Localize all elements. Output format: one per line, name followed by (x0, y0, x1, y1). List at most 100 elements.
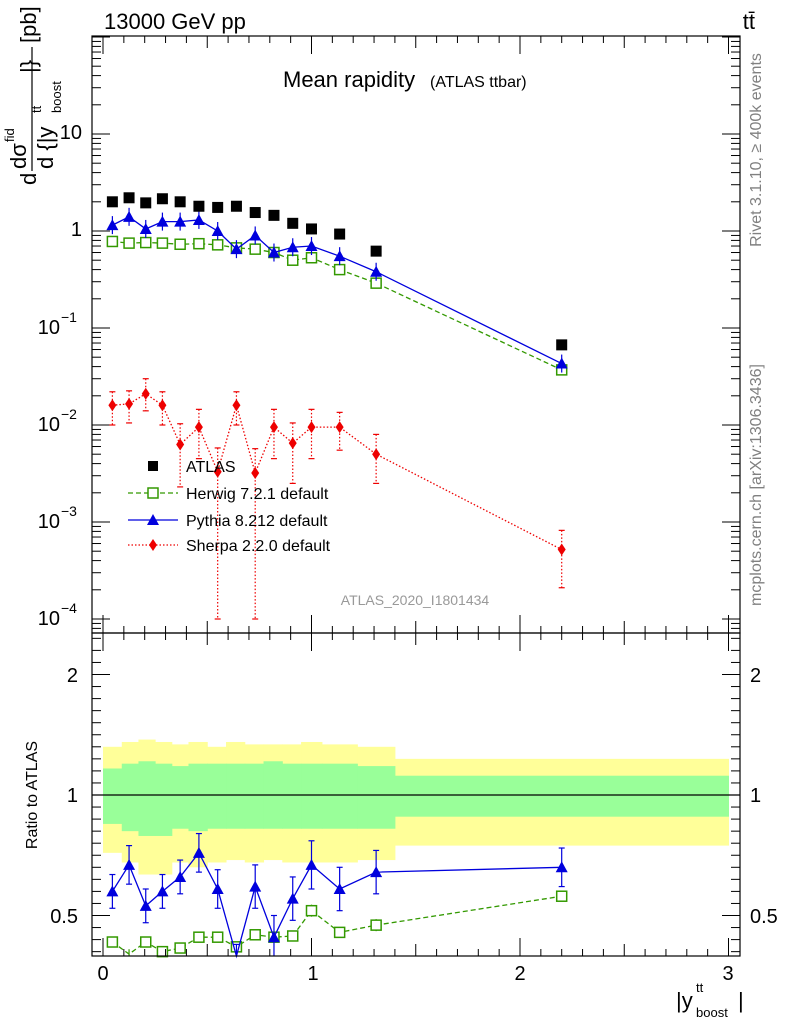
sherpa-point (557, 543, 566, 556)
ratio-ticks (92, 633, 740, 956)
legend-label-herwig: Herwig 7.2.1 default (186, 486, 329, 503)
herwig-point (106, 235, 119, 248)
atlas-data-point (268, 209, 280, 221)
pythia-ratio-point (286, 892, 299, 904)
legend-label-pythia: Pythia 8.212 default (186, 513, 328, 530)
ratio-ytick-1-right: 1 (750, 785, 761, 807)
main-x-ticks (102, 36, 729, 633)
legend-label-atlas: ATLAS (186, 459, 236, 476)
ytick-label-10: 10 (60, 122, 82, 144)
pythia-point (333, 250, 346, 262)
pythia-point (174, 215, 187, 227)
sherpa-point (141, 387, 150, 400)
xtick-label-2: 2 (514, 963, 525, 985)
svg-text:boost: boost (696, 1005, 728, 1020)
inner-band-segment (282, 763, 302, 829)
pythia-ratio-point (555, 861, 568, 873)
legend-marker-atlas (148, 461, 158, 471)
herwig-point (249, 243, 261, 255)
pythia-point (286, 241, 299, 253)
pythia-point (230, 243, 243, 255)
sherpa-point (288, 437, 297, 450)
pythia-ratio-point (174, 870, 187, 882)
inner-band-segment (155, 763, 173, 836)
pythia-ratio-point (249, 880, 262, 892)
pythia-ratio-point (106, 885, 119, 897)
herwig-ratio-point (333, 926, 346, 939)
legend-marker-sherpa (149, 539, 157, 551)
inner-band-segment (188, 763, 208, 832)
svg-text:boost: boost (49, 81, 64, 113)
source-label: mcplots.cern.ch [arXiv:1306.3436] (748, 364, 765, 606)
legend-marker-herwig (147, 487, 159, 499)
herwig-point (333, 263, 346, 276)
sherpa-point (372, 448, 381, 461)
ratio-ytick-0.5-right: 0.5 (750, 906, 778, 928)
inner-band-segment (226, 763, 246, 829)
sherpa-point (269, 421, 278, 434)
xtick-label-0: 0 (97, 963, 108, 985)
pythia-point (156, 215, 169, 227)
herwig-ratio-point (555, 890, 568, 902)
herwig-ratio-point (174, 942, 186, 954)
plot-subtitle: (ATLAS ttbar) (430, 74, 527, 91)
ytick-label-1e-4-exp: −4 (61, 600, 77, 616)
sherpa-point (176, 438, 185, 451)
herwig-ratio-point (156, 945, 169, 958)
pythia-ratio-point (370, 866, 383, 878)
herwig-point (286, 254, 299, 266)
ytick-label-1e-1-exp: −1 (61, 309, 77, 325)
pythia-ratio-point (156, 885, 169, 897)
rivet-label: Rivet 3.1.10, ≥ 400k events (748, 53, 765, 247)
legend: ATLAS Herwig 7.2.1 default Pythia 8.212 … (128, 459, 331, 555)
inner-band-segment (321, 763, 358, 829)
herwig-point (156, 237, 169, 249)
svg-text:tt: tt (29, 105, 44, 113)
atlas-data-point (334, 228, 346, 240)
inner-band-segment (244, 763, 265, 829)
ytick-label-1: 1 (71, 219, 82, 241)
sherpa-point (108, 399, 117, 412)
sherpa-point (213, 465, 222, 478)
svg-text:d: d (16, 173, 41, 185)
herwig-ratio-point (211, 931, 224, 943)
inner-band-segment (138, 761, 156, 836)
herwig-ratio-point (370, 919, 382, 931)
x-axis-label: |y tt boost | (676, 980, 744, 1020)
herwig-ratio-point (193, 931, 205, 943)
ratio-ytick-2-left: 2 (67, 665, 78, 687)
ytick-label-1e-2: 10 (38, 414, 60, 436)
svg-text:d {|y: d {|y (33, 127, 58, 169)
herwig-ratio-point (249, 929, 261, 941)
pythia-ratio-point (211, 882, 224, 894)
ratio-ytick-0.5-left: 0.5 (50, 906, 78, 928)
ytick-label-1e-4: 10 (38, 608, 60, 630)
sherpa-point (158, 399, 167, 412)
inner-band-segment (301, 763, 323, 829)
pythia-point (192, 213, 205, 225)
sherpa-point (251, 467, 260, 480)
herwig-point (193, 237, 205, 250)
inner-band-segment (394, 775, 729, 817)
herwig-point (123, 237, 135, 249)
main-plot-panel: 10 1 10 −1 10 −2 10 −3 10 −4 d dσ fid d … (2, 6, 741, 634)
atlas-data-point (106, 196, 118, 208)
pythia-ratio-point (305, 858, 318, 870)
ratio-y-axis-label: Ratio to ATLAS (24, 741, 41, 849)
svg-text:[pb]: [pb] (16, 6, 41, 43)
pythia-point (139, 222, 152, 234)
svg-text:|}: |} (16, 60, 41, 73)
sherpa-point (194, 421, 203, 434)
herwig-ratio-point (286, 930, 299, 942)
ytick-label-1e-3-exp: −3 (61, 503, 77, 519)
analysis-label: ATLAS_2020_I1801434 (341, 592, 490, 608)
svg-text:|: | (738, 988, 744, 1013)
herwig-point (174, 238, 186, 251)
process-label: tt̄ (743, 9, 755, 34)
main-y-axis-label: d dσ fid d {|y tt boost |} [pb] (2, 6, 64, 185)
legend-marker-pythia (147, 514, 159, 525)
inner-band-segment (121, 763, 139, 832)
svg-text:dσ: dσ (6, 143, 31, 169)
main-y-ticks (92, 36, 740, 629)
inner-band-segment (171, 766, 189, 829)
